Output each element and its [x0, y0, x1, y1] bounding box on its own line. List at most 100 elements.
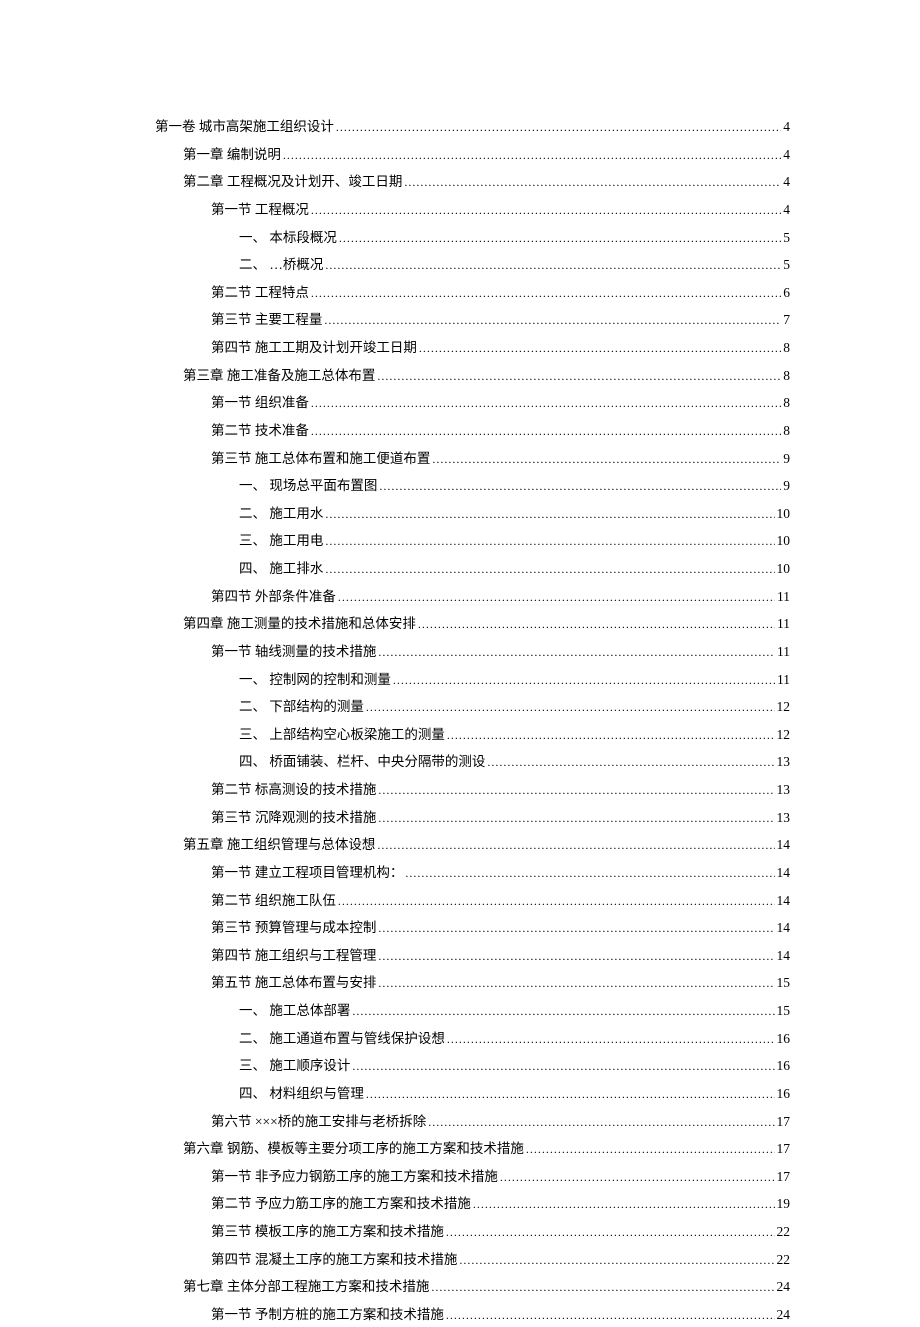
toc-leader-dots [500, 1167, 775, 1188]
toc-entry-title: 第一节 建立工程项目管理机构： [211, 861, 403, 885]
toc-leader-dots [336, 117, 781, 138]
toc-entry[interactable]: 三、 施工顺序设计16 [155, 1054, 790, 1078]
toc-entry-page: 17 [777, 1110, 791, 1134]
toc-entry[interactable]: 第一章 编制说明4 [155, 143, 790, 167]
toc-entry[interactable]: 第一卷 城市高架施工组织设计4 [155, 115, 790, 139]
toc-entry[interactable]: 第五节 施工总体布置与安排15 [155, 971, 790, 995]
toc-entry-title: 第三节 主要工程量 [211, 308, 322, 332]
toc-entry-title: 第五节 施工总体布置与安排 [211, 971, 376, 995]
toc-entry[interactable]: 第四节 外部条件准备11 [155, 585, 790, 609]
toc-entry[interactable]: 第一节 工程概况4 [155, 198, 790, 222]
toc-leader-dots [378, 918, 774, 939]
toc-entry-title: 第三节 施工总体布置和施工便道布置 [211, 447, 430, 471]
toc-entry-title: 第三章 施工准备及施工总体布置 [183, 364, 375, 388]
toc-entry-page: 22 [777, 1248, 791, 1272]
toc-leader-dots [432, 449, 781, 470]
toc-entry[interactable]: 一、 控制网的控制和测量11 [155, 668, 790, 692]
toc-entry-page: 9 [783, 474, 790, 498]
toc-entry[interactable]: 第二章 工程概况及计划开、竣工日期 4 [155, 170, 790, 194]
toc-entry-page: 17 [777, 1165, 791, 1189]
toc-entry[interactable]: 第七章 主体分部工程施工方案和技术措施24 [155, 1275, 790, 1299]
toc-leader-dots [325, 504, 774, 525]
toc-leader-dots [447, 725, 775, 746]
toc-entry-title: 第四章 施工测量的技术措施和总体安排 [183, 612, 416, 636]
toc-entry[interactable]: 第五章 施工组织管理与总体设想14 [155, 833, 790, 857]
toc-entry-page: 24 [777, 1275, 791, 1299]
toc-entry[interactable]: 第二节 组织施工队伍 14 [155, 889, 790, 913]
toc-entry[interactable]: 二、 …桥概况5 [155, 253, 790, 277]
toc-leader-dots [366, 1084, 775, 1105]
toc-entry[interactable]: 四、 桥面铺装、栏杆、中央分隔带的测设13 [155, 750, 790, 774]
toc-entry[interactable]: 一、 本标段概况5 [155, 226, 790, 250]
toc-entry-title: 四、 桥面铺装、栏杆、中央分隔带的测设 [239, 750, 485, 774]
toc-entry-title: 第二节 组织施工队伍 [211, 889, 336, 913]
toc-entry-title: 第四节 施工工期及计划开竣工日期 [211, 336, 417, 360]
toc-entry-title: 三、 施工顺序设计 [239, 1054, 350, 1078]
toc-entry[interactable]: 第四节 施工组织与工程管理14 [155, 944, 790, 968]
toc-entry[interactable]: 四、 施工排水10 [155, 557, 790, 581]
toc-leader-dots [366, 697, 775, 718]
toc-leader-dots [311, 283, 781, 304]
toc-leader-dots [325, 531, 774, 552]
toc-entry[interactable]: 第三节 主要工程量7 [155, 308, 790, 332]
toc-entry[interactable]: 第二节 技术准备8 [155, 419, 790, 443]
toc-leader-dots [431, 1277, 774, 1298]
toc-leader-dots [377, 835, 774, 856]
toc-entry-page: 14 [777, 944, 791, 968]
toc-entry-page: 11 [777, 612, 790, 636]
toc-leader-dots [379, 476, 781, 497]
toc-entry[interactable]: 二、 施工通道布置与管线保护设想16 [155, 1027, 790, 1051]
toc-entry-page: 8 [783, 364, 790, 388]
toc-entry-page: 9 [783, 447, 790, 471]
toc-entry[interactable]: 三、 上部结构空心板梁施工的测量 12 [155, 723, 790, 747]
toc-entry[interactable]: 第三节 模板工序的施工方案和技术措施22 [155, 1220, 790, 1244]
toc-entry[interactable]: 第一节 予制方桩的施工方案和技术措施24 [155, 1303, 790, 1327]
toc-entry[interactable]: 第一节 组织准备8 [155, 391, 790, 415]
toc-entry-page: 12 [777, 723, 791, 747]
toc-entry[interactable]: 第一节 非予应力钢筋工序的施工方案和技术措施17 [155, 1165, 790, 1189]
toc-entry-page: 4 [783, 170, 790, 194]
toc-entry[interactable]: 二、 下部结构的测量12 [155, 695, 790, 719]
toc-leader-dots [377, 366, 781, 387]
toc-entry-title: 二、 施工通道布置与管线保护设想 [239, 1027, 445, 1051]
toc-leader-dots [428, 1112, 774, 1133]
toc-entry-title: 三、 上部结构空心板梁施工的测量 [239, 723, 445, 747]
toc-entry[interactable]: 三、 施工用电10 [155, 529, 790, 553]
toc-entry[interactable]: 第六节 ×××桥的施工安排与老桥拆除17 [155, 1110, 790, 1134]
toc-entry-title: 第四节 外部条件准备 [211, 585, 336, 609]
toc-entry[interactable]: 一、 现场总平面布置图9 [155, 474, 790, 498]
toc-entry[interactable]: 第二节 予应力筋工序的施工方案和技术措施 19 [155, 1192, 790, 1216]
toc-entry[interactable]: 第一节 建立工程项目管理机构：14 [155, 861, 790, 885]
toc-leader-dots [325, 255, 781, 276]
toc-entry[interactable]: 第六章 钢筋、模板等主要分项工序的施工方案和技术措施17 [155, 1137, 790, 1161]
toc-entry[interactable]: 第三节 预算管理与成本控制14 [155, 916, 790, 940]
toc-entry[interactable]: 第三章 施工准备及施工总体布置 8 [155, 364, 790, 388]
toc-entry-title: 第四节 混凝土工序的施工方案和技术措施 [211, 1248, 457, 1272]
toc-entry[interactable]: 第三节 施工总体布置和施工便道布置 9 [155, 447, 790, 471]
toc-entry[interactable]: 二、 施工用水10 [155, 502, 790, 526]
toc-entry-page: 6 [783, 281, 790, 305]
toc-leader-dots [473, 1194, 775, 1215]
toc-entry[interactable]: 一、 施工总体部署15 [155, 999, 790, 1023]
toc-entry[interactable]: 第一节 轴线测量的技术措施11 [155, 640, 790, 664]
toc-entry[interactable]: 第二节 标高测设的技术措施13 [155, 778, 790, 802]
toc-leader-dots [418, 614, 775, 635]
toc-entry[interactable]: 第四章 施工测量的技术措施和总体安排 11 [155, 612, 790, 636]
toc-entry-page: 4 [783, 115, 790, 139]
toc-leader-dots [311, 393, 781, 414]
toc-entry[interactable]: 第四节 施工工期及计划开竣工日期8 [155, 336, 790, 360]
toc-entry-title: 第二章 工程概况及计划开、竣工日期 [183, 170, 402, 194]
toc-entry-title: 第二节 予应力筋工序的施工方案和技术措施 [211, 1192, 471, 1216]
toc-entry-page: 4 [783, 143, 790, 167]
toc-entry-page: 13 [777, 806, 791, 830]
toc-entry[interactable]: 第三节 沉降观测的技术措施 13 [155, 806, 790, 830]
toc-entry-page: 14 [777, 889, 791, 913]
toc-entry[interactable]: 第二节 工程特点6 [155, 281, 790, 305]
toc-entry-page: 19 [777, 1192, 791, 1216]
toc-entry[interactable]: 第四节 混凝土工序的施工方案和技术措施 22 [155, 1248, 790, 1272]
toc-entry-title: 第三节 沉降观测的技术措施 [211, 806, 376, 830]
toc-entry-title: 第二节 标高测设的技术措施 [211, 778, 376, 802]
toc-entry[interactable]: 四、 材料组织与管理16 [155, 1082, 790, 1106]
toc-leader-dots [311, 200, 781, 221]
toc-leader-dots [338, 891, 775, 912]
